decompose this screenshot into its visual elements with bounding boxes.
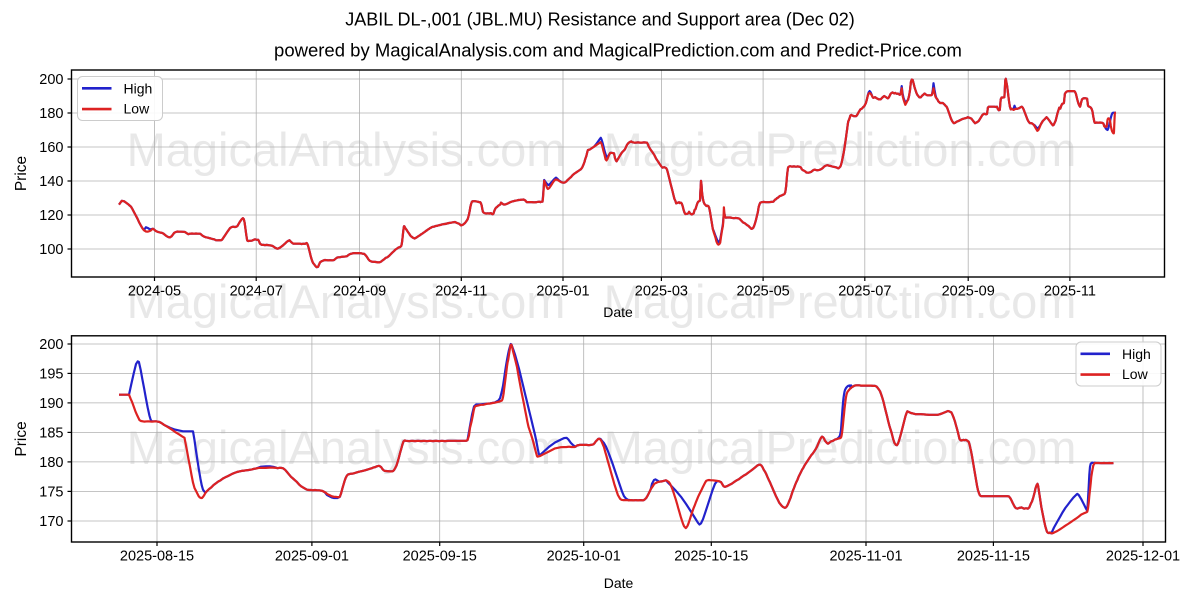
svg-text:Low: Low [124,101,151,117]
svg-text:2025-03: 2025-03 [635,284,688,300]
svg-text:2025-12-01: 2025-12-01 [1106,549,1180,565]
svg-text:2025-11-15: 2025-11-15 [957,549,1030,565]
svg-text:MagicalAnalysis.com: MagicalAnalysis.com [127,421,566,474]
svg-text:Price: Price [13,421,30,456]
svg-text:2025-11-01: 2025-11-01 [829,549,902,565]
svg-text:Price: Price [13,156,30,191]
svg-text:Low: Low [1122,366,1149,382]
svg-text:2025-07: 2025-07 [838,284,891,300]
svg-text:2024-07: 2024-07 [230,284,283,300]
svg-text:140: 140 [39,174,63,190]
svg-text:2025-09-15: 2025-09-15 [403,549,477,565]
svg-text:190: 190 [39,396,63,412]
svg-text:2025-05: 2025-05 [736,284,789,300]
svg-text:High: High [1122,346,1151,362]
svg-text:2025-10-01: 2025-10-01 [547,549,621,565]
svg-text:2025-01: 2025-01 [536,284,589,300]
svg-text:200: 200 [39,72,63,88]
svg-text:2024-09: 2024-09 [333,284,386,300]
svg-text:MagicalAnalysis.com: MagicalAnalysis.com [127,123,566,176]
svg-text:100: 100 [39,242,63,258]
svg-text:2025-11: 2025-11 [1044,284,1096,300]
svg-text:Date: Date [603,304,633,320]
svg-text:195: 195 [39,366,63,382]
svg-text:185: 185 [39,425,63,441]
svg-text:175: 175 [39,484,63,500]
svg-text:2025-10-15: 2025-10-15 [674,549,748,565]
svg-text:JABIL DL-,001 (JBL.MU) Resista: JABIL DL-,001 (JBL.MU) Resistance and Su… [345,10,855,30]
svg-text:180: 180 [39,455,63,471]
svg-text:Date: Date [604,575,634,591]
svg-text:160: 160 [39,140,63,156]
svg-text:170: 170 [39,514,63,530]
svg-text:MagicalAnalysis.com: MagicalAnalysis.com [127,275,566,328]
svg-text:180: 180 [39,106,63,122]
svg-text:2025-09: 2025-09 [942,284,995,300]
svg-text:120: 120 [39,208,63,224]
svg-text:2025-08-15: 2025-08-15 [120,549,194,565]
svg-text:High: High [124,80,153,96]
svg-text:powered by MagicalAnalysis.com: powered by MagicalAnalysis.com and Magic… [274,40,962,61]
svg-text:2025-09-01: 2025-09-01 [275,549,349,565]
svg-text:MagicalPrediction.com: MagicalPrediction.com [604,275,1077,328]
svg-text:2024-05: 2024-05 [128,284,181,300]
svg-text:200: 200 [39,337,63,353]
svg-text:2024-11: 2024-11 [435,284,487,300]
